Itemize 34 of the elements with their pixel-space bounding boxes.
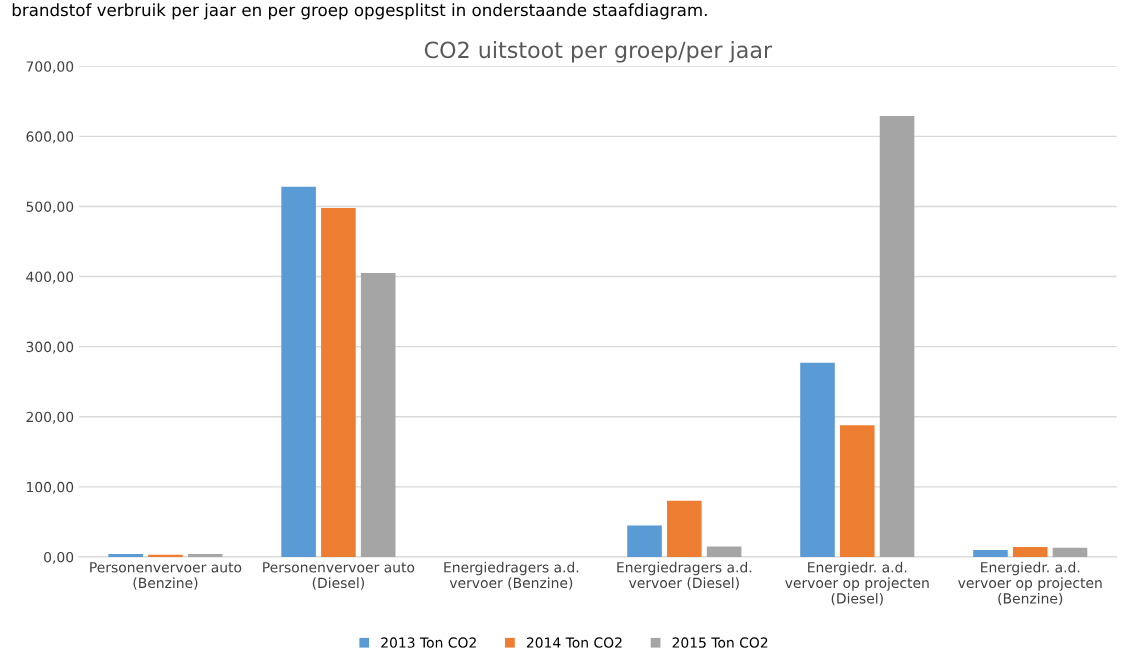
x-tick-label: Personenvervoer auto (Benzine) xyxy=(90,562,242,590)
bar xyxy=(627,525,662,557)
bar xyxy=(800,362,835,557)
bar xyxy=(667,500,702,557)
bar xyxy=(360,273,396,557)
x-tick-label: Energiedr. a.d. vervoer op projecten (Diesel) xyxy=(785,561,929,606)
y-tick-label: 500,00 xyxy=(26,201,74,214)
bar xyxy=(1052,547,1088,557)
bar xyxy=(706,546,742,557)
y-tick-label: 300,00 xyxy=(26,341,74,354)
y-tick-label: 600,00 xyxy=(26,131,74,144)
y-tick-label: 700,00 xyxy=(26,61,74,74)
text: brandstof verbruik per jaar en per groep opgesplitst in onderstaande staafdiagram. xyxy=(12,3,707,20)
bar xyxy=(108,554,143,557)
y-tick-label: 100,00 xyxy=(27,481,74,494)
x-tick-label: Energiedr. a.d. vervoer op projecten (Benzine) xyxy=(958,561,1102,606)
bar xyxy=(148,554,183,557)
bar xyxy=(1012,547,1048,557)
bar xyxy=(321,207,356,557)
x-tick-label: Energiedragers a.d. vervoer (Benzine) xyxy=(444,561,579,590)
legend-label: 2014 Ton CO2 xyxy=(526,637,622,648)
bar xyxy=(879,116,915,557)
bar xyxy=(281,186,316,557)
bar xyxy=(973,549,1008,557)
bar xyxy=(839,425,875,557)
y-tick-label: 0,00 xyxy=(44,551,74,564)
chart-title: CO2 uitstoot per groep/per jaar xyxy=(424,41,773,63)
y-tick-label: 200,00 xyxy=(26,411,74,424)
legend-label: 2013 Ton CO2 xyxy=(381,637,476,648)
bar xyxy=(187,554,223,557)
x-tick-label: Personenvervoer auto (Diesel) xyxy=(263,562,415,590)
legend-label: 2015 Ton CO2 xyxy=(672,637,768,648)
x-tick-label: Energiedragers a.d. vervoer (Diesel) xyxy=(617,561,752,590)
y-tick-label: 400,00 xyxy=(26,271,74,284)
